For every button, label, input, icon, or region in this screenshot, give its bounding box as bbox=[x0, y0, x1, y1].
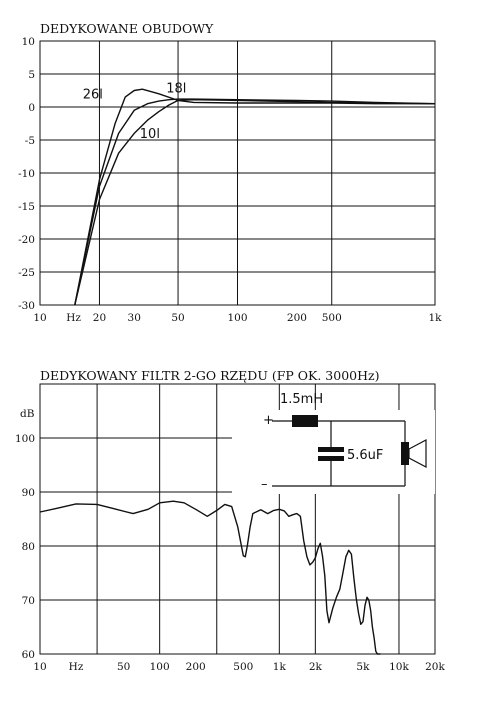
capacitor-label: 5.6uF bbox=[347, 448, 383, 463]
enclosure-chart-annotations: 26l 18l 10l bbox=[83, 81, 187, 142]
enclosure-chart-series-label: 10l bbox=[140, 127, 160, 142]
enclosure-chart-y-tick-label: -15 bbox=[18, 201, 35, 213]
speaker-cone-icon bbox=[408, 439, 427, 468]
enclosure-chart-x-tick-label: 30 bbox=[128, 312, 141, 324]
enclosure-chart-y-tick-label: -10 bbox=[18, 168, 35, 180]
capacitor-plate-bottom bbox=[318, 456, 344, 461]
enclosure-chart-x-tick-label: 500 bbox=[322, 312, 342, 324]
enclosure-chart-x-tick-label: 10 bbox=[33, 312, 46, 324]
enclosure-chart-x-tick-label: 1k bbox=[428, 312, 442, 324]
filter-chart-y-tick-label: 100 bbox=[15, 433, 35, 445]
enclosure-chart-y-tick-label: 5 bbox=[28, 69, 35, 81]
filter-chart-x-tick-label: 5k bbox=[356, 661, 370, 673]
filter-chart-x-tick-label: 10k bbox=[389, 661, 409, 673]
filter-chart-x-ticks: 10 Hz 50 100 200 500 1k 2k 5k 10k 20k bbox=[33, 661, 445, 673]
enclosure-chart-x-tick-label: 100 bbox=[227, 312, 247, 324]
enclosure-chart-x-tick-label: 50 bbox=[171, 312, 184, 324]
speaker-magnet-icon bbox=[401, 442, 409, 465]
enclosure-chart-y-tick-label: -25 bbox=[18, 267, 35, 279]
enclosure-chart: DEDYKOWANE OBUDOWY 1050-5-10-15-20-25-30… bbox=[18, 21, 442, 324]
inductor-label: 1.5mH bbox=[280, 392, 323, 407]
enclosure-chart-y-tick-label: 0 bbox=[28, 102, 35, 114]
enclosure-chart-series bbox=[74, 88, 436, 306]
enclosure-chart-x-ticks: 10 Hz 20 30 50 100 200 500 1k bbox=[33, 312, 442, 324]
filter-chart-y-tick-label: 70 bbox=[22, 595, 35, 607]
enclosure-chart-y-tick-label: -20 bbox=[18, 234, 35, 246]
enclosure-chart-grid bbox=[39, 40, 436, 306]
filter-chart-y-tick-label: 60 bbox=[22, 649, 35, 661]
enclosure-chart-y-tick-label: -5 bbox=[25, 135, 35, 147]
filter-chart-y-unit: dB bbox=[20, 408, 35, 420]
enclosure-chart-y-ticks: 10 5 0 -5 -10 -15 -20 -25 -30 bbox=[18, 36, 35, 312]
filter-chart-x-tick-label: 10 bbox=[33, 661, 46, 673]
enclosure-chart-title: DEDYKOWANE OBUDOWY bbox=[40, 21, 214, 36]
minus-terminal-label: – bbox=[261, 477, 268, 492]
filter-chart-x-tick-label: 1k bbox=[273, 661, 287, 673]
enclosure-chart-series-label: 18l bbox=[166, 81, 186, 96]
filter-chart-x-tick-label: 100 bbox=[150, 661, 170, 673]
inductor-symbol bbox=[292, 415, 318, 427]
filter-chart-y-tick-label: 80 bbox=[22, 541, 35, 553]
filter-chart-title: DEDYKOWANY FILTR 2-GO RZĘDU (FP OK. 3000… bbox=[40, 368, 379, 383]
filter-chart: DEDYKOWANY FILTR 2-GO RZĘDU (FP OK. 3000… bbox=[15, 368, 446, 673]
filter-chart-series-line-1 bbox=[39, 500, 381, 655]
filter-chart-x-tick-label: 20k bbox=[425, 661, 445, 673]
enclosure-chart-series-line-26l bbox=[74, 88, 435, 306]
filter-chart-x-tick-label: 50 bbox=[117, 661, 130, 673]
enclosure-chart-x-tick-label: 20 bbox=[93, 312, 106, 324]
filter-chart-x-tick-label: 500 bbox=[233, 661, 253, 673]
filter-chart-x-tick-label: 2k bbox=[309, 661, 323, 673]
capacitor-plate-top bbox=[318, 447, 344, 452]
filter-chart-y-ticks: 100 90 80 70 60 bbox=[15, 433, 35, 661]
enclosure-chart-x-tick-label: 200 bbox=[287, 312, 307, 324]
filter-chart-plot-frame bbox=[39, 383, 436, 655]
enclosure-chart-series-label: 26l bbox=[83, 87, 103, 102]
enclosure-chart-series-line-18l bbox=[74, 98, 436, 306]
enclosure-chart-series-line-10l bbox=[74, 99, 436, 306]
enclosure-chart-y-tick-label: -30 bbox=[18, 300, 35, 312]
filter-chart-x-tick-label: Hz bbox=[69, 661, 84, 673]
plus-terminal-label: + bbox=[263, 413, 274, 428]
enclosure-chart-x-tick-label: Hz bbox=[66, 312, 81, 324]
filter-chart-x-tick-label: 200 bbox=[186, 661, 206, 673]
crossover-schematic: 1.5mH + – 5.6uF bbox=[232, 392, 435, 494]
enclosure-chart-y-tick-label: 10 bbox=[22, 36, 35, 48]
filter-chart-y-tick-label: 90 bbox=[22, 487, 35, 499]
filter-chart-series bbox=[39, 500, 381, 655]
